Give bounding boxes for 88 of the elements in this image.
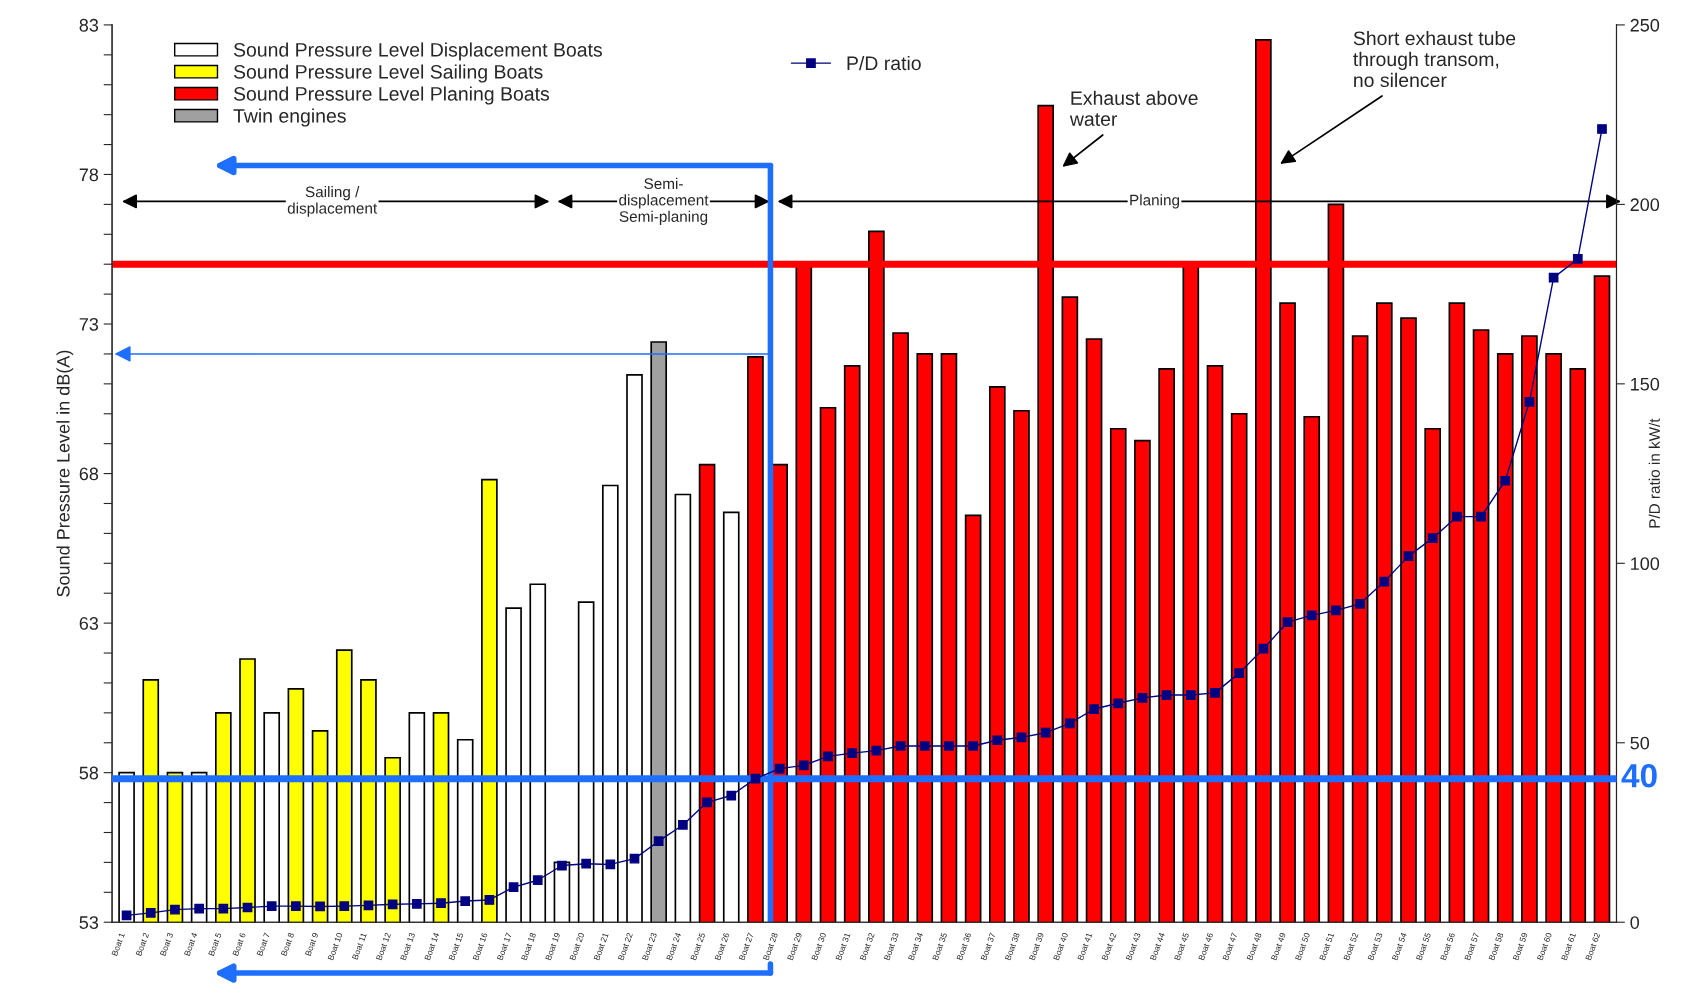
x-tick-label: Boat 45	[1174, 932, 1190, 961]
x-tick-label: Boat 5	[208, 932, 222, 957]
y2-tick-label: 200	[1630, 198, 1660, 212]
x-tick-label: Boat 18	[521, 932, 537, 961]
x-tick-label: Boat 11	[352, 932, 367, 960]
x-tick-label: Boat 49	[1270, 932, 1286, 961]
x-tick-label: Boat 1	[111, 932, 125, 957]
y-tick-label: 58	[79, 766, 99, 780]
x-tick-label: Boat 50	[1295, 932, 1311, 961]
y2-axis-title: P/D ratio in kW/t	[1648, 418, 1660, 528]
x-tick-label: Boat 10	[327, 932, 343, 961]
x-tick-label: Boat 30	[811, 932, 827, 961]
y-axis-title: Sound Pressure Level in dB(A)	[56, 350, 74, 597]
x-tick-label: Boat 19	[545, 932, 561, 961]
y-tick-label: 63	[79, 617, 99, 630]
x-tick-label: Boat 8	[280, 932, 295, 957]
legend-label: P/D ratio	[847, 55, 921, 71]
annotation: Planing	[1130, 194, 1180, 209]
x-tick-label: Boat 25	[690, 932, 706, 961]
annotation: Sailing / displacement	[287, 186, 378, 217]
x-tick-label: Boat 33	[883, 932, 899, 961]
y2-tick-label: 250	[1630, 18, 1660, 32]
x-tick-label: Boat 26	[714, 932, 730, 961]
x-tick-label: Boat 23	[642, 932, 658, 961]
y2-tick-label: 0	[1630, 916, 1640, 929]
x-tick-label: Boat 48	[1246, 932, 1262, 961]
x-tick-label: Boat 20	[569, 932, 585, 961]
y2-tick-label: 100	[1631, 557, 1660, 571]
y-tick-label: 78	[79, 168, 99, 182]
legend-label: Sound Pressure Level Planing Boats	[233, 86, 550, 105]
x-tick-label: Boat 31	[835, 932, 851, 961]
legend-label: Twin engines	[233, 108, 346, 127]
x-tick-label: Boat 27	[738, 932, 754, 961]
y2-tick-label: 150	[1631, 377, 1660, 391]
x-tick-label: Boat 52	[1343, 932, 1359, 961]
x-tick-label: Boat 14	[424, 932, 440, 961]
legend-label: Sound Pressure Level Sailing Boats	[233, 64, 543, 83]
x-tick-label: Boat 56	[1440, 932, 1456, 961]
y-tick-label: 73	[79, 317, 99, 331]
x-tick-label: Boat 41	[1077, 932, 1093, 961]
annotation: Short exhaust tube through transom, no silencer	[1353, 30, 1516, 88]
x-tick-label: Boat 46	[1198, 932, 1214, 961]
x-tick-label: Boat 53	[1367, 932, 1383, 961]
x-tick-label: Boat 35	[932, 932, 948, 961]
x-tick-label: Boat 43	[1125, 932, 1141, 961]
x-tick-label: Boat 58	[1488, 932, 1504, 961]
x-tick-label: Boat 55	[1416, 932, 1432, 961]
x-tick-label: Boat 34	[908, 932, 924, 961]
x-tick-label: Boat 51	[1319, 932, 1335, 961]
x-tick-label: Boat 42	[1101, 932, 1117, 961]
x-tick-label: Boat 62	[1585, 932, 1601, 961]
annotation: Semi- displacement Semi-planing	[619, 177, 709, 225]
y2-tick-label: 50	[1630, 736, 1650, 750]
x-tick-label: Boat 40	[1053, 932, 1069, 961]
x-tick-label: Boat 2	[135, 932, 150, 957]
x-tick-label: Boat 61	[1561, 932, 1577, 961]
legend-label: Sound Pressure Level Displacement Boats	[233, 42, 602, 61]
x-tick-label: Boat 12	[375, 932, 391, 961]
x-tick-label: Boat 39	[1029, 932, 1044, 961]
x-tick-label: Boat 47	[1222, 932, 1238, 961]
x-tick-label: Boat 9	[304, 932, 319, 957]
x-tick-label: Boat 16	[472, 932, 488, 961]
x-tick-label: Boat 17	[496, 932, 512, 961]
x-tick-label: Boat 28	[762, 932, 778, 961]
x-tick-label: Boat 7	[256, 932, 271, 957]
x-tick-label: Boat 6	[232, 932, 246, 957]
x-tick-label: Boat 37	[980, 932, 996, 961]
x-tick-label: Boat 3	[159, 932, 174, 957]
x-tick-label: Boat 44	[1150, 932, 1165, 961]
x-tick-label: Boat 15	[448, 932, 464, 961]
x-tick-label: Boat 13	[400, 932, 416, 961]
annotation: Exhaust above water	[1069, 90, 1198, 126]
x-tick-label: Boat 59	[1512, 932, 1528, 961]
y-tick-label: 83	[79, 18, 99, 32]
x-tick-label: Boat 4	[184, 932, 198, 957]
ref-line-label: 40	[1621, 764, 1657, 788]
x-tick-label: Boat 36	[956, 932, 972, 961]
x-tick-label: Boat 21	[593, 932, 609, 961]
y-tick-label: 68	[79, 467, 99, 481]
x-tick-label: Boat 38	[1004, 932, 1020, 961]
x-tick-label: Boat 57	[1464, 932, 1480, 961]
y-tick-label: 53	[79, 916, 99, 929]
x-tick-label: Boat 22	[617, 932, 633, 961]
x-tick-label: Boat 32	[859, 932, 875, 961]
x-tick-label: Boat 54	[1391, 932, 1407, 961]
x-tick-label: Boat 60	[1536, 932, 1552, 961]
x-tick-label: Boat 29	[787, 932, 803, 961]
x-tick-label: Boat 24	[666, 932, 682, 961]
